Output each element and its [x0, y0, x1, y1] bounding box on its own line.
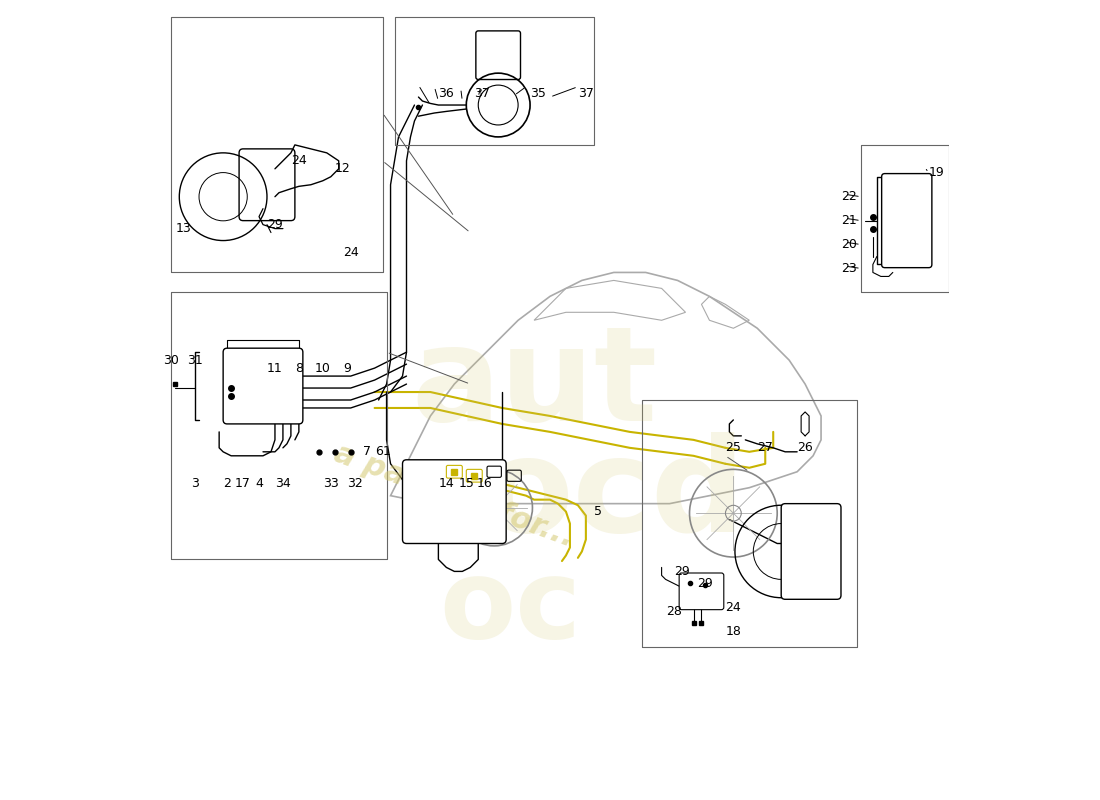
- Text: 12: 12: [334, 162, 351, 175]
- Text: 29: 29: [673, 565, 690, 578]
- Text: 27: 27: [757, 442, 773, 454]
- FancyBboxPatch shape: [781, 504, 842, 599]
- Text: 25: 25: [725, 442, 741, 454]
- FancyBboxPatch shape: [223, 348, 302, 424]
- Text: 26: 26: [798, 442, 813, 454]
- FancyBboxPatch shape: [403, 460, 506, 543]
- Text: aut: aut: [411, 321, 657, 447]
- Text: 14: 14: [439, 478, 454, 490]
- Text: 2: 2: [223, 478, 231, 490]
- Text: 23: 23: [842, 262, 857, 275]
- Text: 35: 35: [530, 86, 546, 99]
- Text: 30: 30: [164, 354, 179, 366]
- Text: a passion for...: a passion for...: [330, 438, 579, 553]
- Text: 6: 6: [375, 446, 383, 458]
- Text: 18: 18: [725, 625, 741, 638]
- Text: 19: 19: [928, 166, 945, 179]
- Text: 17: 17: [235, 478, 251, 490]
- Text: 34: 34: [275, 478, 290, 490]
- Text: 13: 13: [175, 222, 191, 235]
- Text: oc: oc: [439, 554, 581, 661]
- Text: 5: 5: [594, 505, 602, 518]
- Text: 37: 37: [474, 86, 491, 99]
- Text: 29: 29: [267, 218, 283, 231]
- Text: 16: 16: [476, 478, 493, 490]
- Text: 24: 24: [292, 154, 307, 167]
- Text: 22: 22: [842, 190, 857, 203]
- Text: 20: 20: [842, 238, 857, 251]
- Text: 15: 15: [459, 478, 474, 490]
- Text: 28: 28: [666, 605, 682, 618]
- FancyBboxPatch shape: [679, 573, 724, 610]
- Text: 10: 10: [315, 362, 331, 374]
- Text: 1: 1: [383, 446, 390, 458]
- Text: 29: 29: [697, 577, 713, 590]
- Text: 32: 32: [346, 478, 363, 490]
- Text: 8: 8: [295, 362, 302, 374]
- Text: 24: 24: [343, 246, 359, 259]
- Text: 24: 24: [726, 601, 741, 614]
- Text: 33: 33: [323, 478, 339, 490]
- Text: 31: 31: [187, 354, 204, 366]
- Text: 11: 11: [267, 362, 283, 374]
- Text: 9: 9: [343, 362, 351, 374]
- Text: 21: 21: [842, 214, 857, 227]
- Text: 7: 7: [363, 446, 371, 458]
- Text: 37: 37: [578, 86, 594, 99]
- Text: 4: 4: [255, 478, 263, 490]
- Text: 3: 3: [191, 478, 199, 490]
- FancyBboxPatch shape: [881, 174, 932, 268]
- Text: ocd: ocd: [482, 432, 746, 559]
- Text: 36: 36: [439, 86, 454, 99]
